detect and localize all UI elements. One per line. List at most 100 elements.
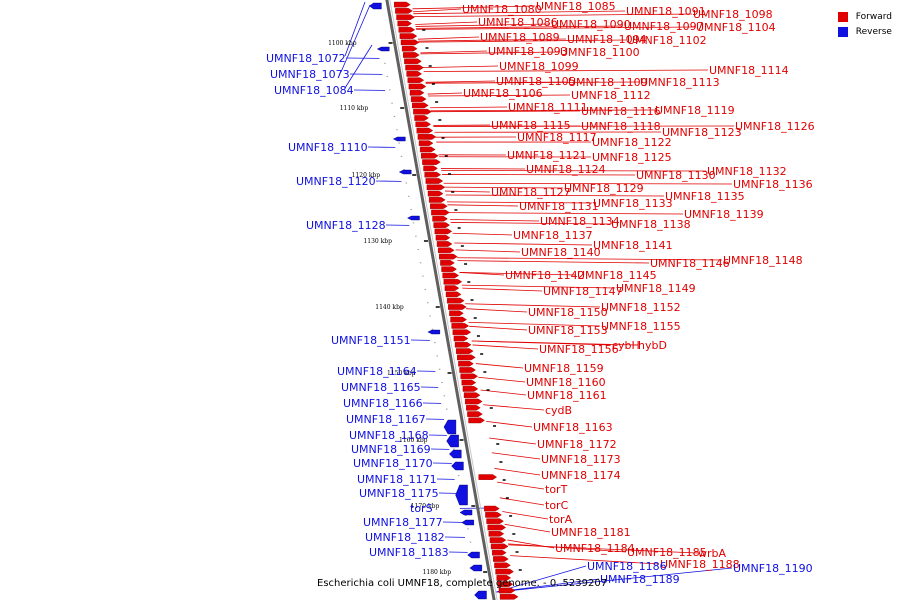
forward-gene xyxy=(435,234,451,241)
legend-item-forward: Forward xyxy=(837,9,892,24)
forward-gene xyxy=(468,417,485,424)
forward-gene-label: UMNF18_1188 xyxy=(660,558,740,571)
leader-line-forward xyxy=(454,242,593,246)
forward-gene xyxy=(443,279,463,285)
forward-gene xyxy=(399,33,418,39)
forward-gene-label: UMNF18_1138 xyxy=(611,218,691,231)
forward-gene xyxy=(496,575,512,581)
leader-line-forward xyxy=(491,452,541,460)
leader-line-forward xyxy=(478,376,526,383)
forward-gene-label: UMNF18_1173 xyxy=(541,453,621,466)
leader-line-forward xyxy=(418,38,567,42)
forward-gene xyxy=(493,556,509,562)
forward-gene-label: UMNF18_1125 xyxy=(592,151,672,164)
leader-line-forward xyxy=(413,13,693,18)
forward-gene-label: UMNF18_1080 xyxy=(462,3,542,16)
forward-gene xyxy=(458,360,474,367)
leader-line-forward xyxy=(466,308,528,313)
forward-gene-label: UMNF18_1160 xyxy=(526,376,606,389)
reverse-gene-label: UMNF18_1175 xyxy=(359,487,439,500)
leader-line-forward xyxy=(415,23,551,27)
forward-gene xyxy=(400,39,420,46)
reverse-gene-label: UMNF18_1190 xyxy=(733,562,813,575)
leader-line-forward xyxy=(446,201,593,204)
tick-label: 1110 kbp xyxy=(340,105,369,112)
reverse-gene-label: UMNF18_1166 xyxy=(343,397,423,410)
reverse-gene-label: UMNF18_1151 xyxy=(331,334,411,347)
leader-line-forward xyxy=(456,257,723,261)
leader-line-forward xyxy=(430,109,655,112)
leader-line-forward xyxy=(459,272,577,276)
forward-gene-label: UMNF18_1152 xyxy=(601,301,681,314)
leader-line-forward xyxy=(444,186,564,189)
tick-label: 1160 kbp xyxy=(399,437,428,444)
forward-gene-label: UMNF18_1139 xyxy=(684,208,764,221)
forward-gene-label: UMNF18_1097 xyxy=(624,20,704,33)
forward-gene-label: UMNF18_1130 xyxy=(636,169,716,182)
forward-gene xyxy=(440,260,455,266)
forward-gene-label: UMNF18_1090 xyxy=(551,18,631,31)
forward-gene xyxy=(478,474,498,480)
leader-line-forward xyxy=(450,219,540,222)
forward-gene xyxy=(485,512,502,518)
forward-gene xyxy=(486,518,504,524)
leader-line-forward xyxy=(471,340,638,346)
forward-gene xyxy=(488,531,505,537)
leader-lines xyxy=(340,1,735,593)
reverse-gene xyxy=(369,2,382,10)
reverse-gene-label: UMNF18_1168 xyxy=(349,429,429,442)
forward-gene xyxy=(494,562,511,569)
forward-gene-label: UMNF18_1161 xyxy=(527,389,607,402)
forward-gene xyxy=(461,379,477,386)
forward-gene-label: UMNF18_1140 xyxy=(521,246,601,259)
reverse-swatch xyxy=(837,26,848,37)
reverse-gene xyxy=(407,215,420,221)
reverse-gene-label: UMNF18_1186 xyxy=(587,560,667,573)
forward-gene xyxy=(452,329,472,335)
leader-line-forward xyxy=(494,468,541,476)
forward-gene-label: UMNF18_1109 xyxy=(568,76,648,89)
forward-gene xyxy=(419,146,436,153)
reverse-gene-label: UMNF18_1171 xyxy=(357,473,437,486)
forward-gene xyxy=(489,537,507,543)
leader-line-forward xyxy=(447,204,519,207)
forward-gene xyxy=(428,197,446,203)
forward-gene xyxy=(437,247,455,254)
forward-gene xyxy=(404,58,422,65)
forward-gene-label: UMNF18_1172 xyxy=(537,438,617,451)
leader-line-forward xyxy=(416,26,696,30)
forward-gene-label: UMNF18_1129 xyxy=(564,182,644,195)
forward-gene-label: UMNF18_1155 xyxy=(601,320,681,333)
leader-line-forward xyxy=(489,437,537,445)
forward-gene xyxy=(448,304,467,310)
reverse-gene xyxy=(459,509,473,516)
forward-gene xyxy=(427,190,444,197)
forward-gene xyxy=(403,52,420,58)
forward-gene-label: UMNF18_1142 xyxy=(505,269,585,282)
forward-gene-label: UMNF18_1085 xyxy=(536,0,616,13)
leader-line-forward xyxy=(445,194,665,197)
leader-line-reverse xyxy=(344,1,366,57)
forward-gene-label: UMNF18_1163 xyxy=(533,421,613,434)
forward-gene xyxy=(439,253,458,260)
leader-line-forward xyxy=(508,544,698,554)
leader-line-forward xyxy=(417,36,480,40)
forward-gene xyxy=(446,297,465,304)
reverse-gene-label: UMNF18_1177 xyxy=(363,516,443,529)
leader-line-forward xyxy=(452,232,513,236)
reverse-gene xyxy=(392,136,406,142)
forward-gene-label: UMNF18_1124 xyxy=(526,163,606,176)
forward-gene-label: cydB xyxy=(545,404,572,417)
forward-gene xyxy=(442,272,460,279)
reverse-gene-label: UMNF18_1165 xyxy=(341,381,421,394)
forward-gene xyxy=(466,405,481,411)
tick-label: 1170 kbp xyxy=(411,503,440,510)
reverse-gene-label: UMNF18_1128 xyxy=(306,219,386,232)
forward-gene-label: UMNF18_1086 xyxy=(478,16,558,29)
leader-line-forward xyxy=(423,69,709,72)
forward-gene xyxy=(408,83,427,90)
leader-line-forward xyxy=(412,8,462,13)
forward-gene-label: torA xyxy=(549,513,573,526)
forward-gene xyxy=(457,354,476,361)
